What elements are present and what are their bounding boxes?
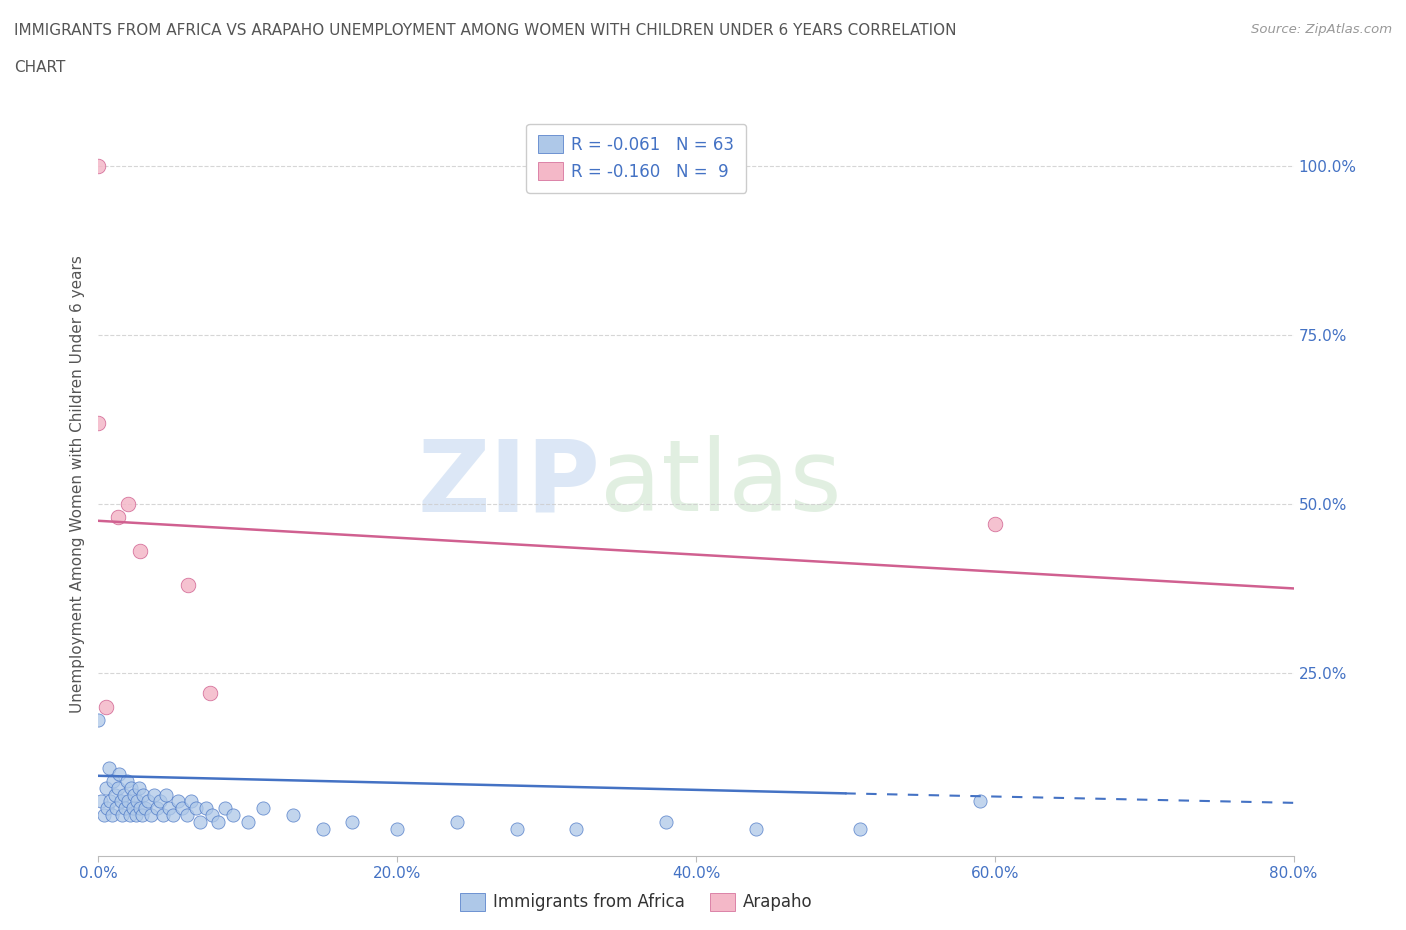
Point xyxy=(105,801,128,816)
Point xyxy=(104,788,127,803)
Point xyxy=(136,794,159,809)
Point xyxy=(124,788,146,803)
Point xyxy=(983,517,1005,532)
Point xyxy=(194,801,218,816)
Point xyxy=(107,510,129,525)
Point xyxy=(94,780,117,795)
Point xyxy=(132,788,155,803)
Point xyxy=(252,801,274,816)
Point xyxy=(101,807,124,822)
Point xyxy=(342,815,364,830)
Point xyxy=(108,767,131,782)
Point xyxy=(177,578,200,592)
Point xyxy=(222,807,245,822)
Point xyxy=(745,821,768,836)
Point xyxy=(120,780,142,795)
Legend: Immigrants from Africa, Arapaho: Immigrants from Africa, Arapaho xyxy=(453,886,820,918)
Point xyxy=(121,801,143,816)
Text: CHART: CHART xyxy=(14,60,66,75)
Point xyxy=(166,794,188,809)
Point xyxy=(117,497,139,512)
Point xyxy=(162,807,184,822)
Point xyxy=(94,699,117,714)
Point xyxy=(90,794,112,809)
Point xyxy=(969,794,991,809)
Point xyxy=(655,815,678,830)
Point xyxy=(97,760,120,775)
Point xyxy=(112,788,135,803)
Point xyxy=(172,801,194,816)
Point xyxy=(506,821,529,836)
Point xyxy=(103,774,125,789)
Point xyxy=(565,821,588,836)
Point xyxy=(145,801,167,816)
Point xyxy=(98,794,122,809)
Point xyxy=(127,794,149,809)
Point xyxy=(157,801,180,816)
Point xyxy=(129,544,152,559)
Point xyxy=(114,801,136,816)
Point xyxy=(184,801,207,816)
Point xyxy=(134,801,156,816)
Point xyxy=(152,807,174,822)
Point xyxy=(87,713,110,728)
Point xyxy=(131,807,153,822)
Point xyxy=(207,815,229,830)
Point xyxy=(129,801,152,816)
Text: ZIP: ZIP xyxy=(418,435,600,532)
Point xyxy=(87,158,110,173)
Point xyxy=(176,807,198,822)
Point xyxy=(118,807,141,822)
Point xyxy=(128,780,150,795)
Point xyxy=(200,685,222,700)
Y-axis label: Unemployment Among Women with Children Under 6 years: Unemployment Among Women with Children U… xyxy=(69,255,84,712)
Point xyxy=(139,807,162,822)
Point xyxy=(125,807,148,822)
Point xyxy=(311,821,333,836)
Point xyxy=(111,807,134,822)
Point xyxy=(446,815,468,830)
Point xyxy=(188,815,211,830)
Point xyxy=(849,821,872,836)
Point xyxy=(281,807,304,822)
Point xyxy=(87,416,110,431)
Point xyxy=(149,794,172,809)
Point xyxy=(117,794,139,809)
Text: atlas: atlas xyxy=(600,435,842,532)
Point xyxy=(180,794,202,809)
Point xyxy=(115,774,138,789)
Point xyxy=(385,821,409,836)
Point xyxy=(142,788,165,803)
Point xyxy=(214,801,236,816)
Point xyxy=(107,780,129,795)
Point xyxy=(93,807,115,822)
Point xyxy=(155,788,177,803)
Point xyxy=(96,801,118,816)
Text: Source: ZipAtlas.com: Source: ZipAtlas.com xyxy=(1251,23,1392,36)
Point xyxy=(201,807,224,822)
Text: IMMIGRANTS FROM AFRICA VS ARAPAHO UNEMPLOYMENT AMONG WOMEN WITH CHILDREN UNDER 6: IMMIGRANTS FROM AFRICA VS ARAPAHO UNEMPL… xyxy=(14,23,956,38)
Point xyxy=(236,815,259,830)
Point xyxy=(110,794,132,809)
